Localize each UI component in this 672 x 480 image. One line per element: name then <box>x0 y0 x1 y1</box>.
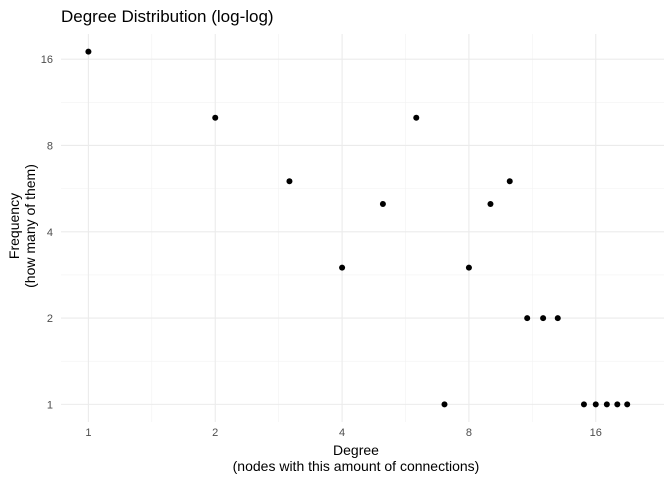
x-tick-label: 2 <box>212 427 218 439</box>
data-point <box>441 401 448 408</box>
y-tick-label: 4 <box>47 227 53 239</box>
data-point <box>339 264 346 271</box>
x-axis-sublabel: (nodes with this amount of connections) <box>233 458 480 474</box>
y-axis-sublabel: (how many of them) <box>22 164 38 288</box>
data-point <box>603 401 610 408</box>
x-tick-label: 16 <box>590 427 602 439</box>
data-point <box>85 48 92 55</box>
chart-title: Degree Distribution (log-log) <box>61 7 274 26</box>
data-point <box>614 401 621 408</box>
data-points <box>85 48 631 408</box>
x-axis-ticks: 1 2 4 8 16 <box>85 427 602 439</box>
data-point <box>540 315 547 322</box>
data-point <box>465 264 472 271</box>
x-tick-label: 4 <box>339 427 345 439</box>
y-axis-ticks: 1 2 4 8 16 <box>41 54 53 411</box>
x-axis-label: Degree <box>333 442 379 458</box>
x-tick-label: 8 <box>466 427 472 439</box>
data-point <box>624 401 631 408</box>
data-point <box>487 200 494 207</box>
data-point <box>554 315 561 322</box>
y-axis-label: Frequency <box>6 193 22 259</box>
data-point <box>379 200 386 207</box>
minor-gridlines <box>61 34 664 422</box>
data-point <box>506 178 513 185</box>
x-tick-label: 1 <box>85 427 91 439</box>
data-point <box>524 315 531 322</box>
data-point <box>413 114 420 121</box>
major-gridlines <box>61 34 664 422</box>
data-point <box>286 178 293 185</box>
data-point <box>212 114 219 121</box>
y-tick-label: 8 <box>47 140 53 152</box>
y-tick-label: 16 <box>41 54 53 66</box>
data-point <box>592 401 599 408</box>
y-tick-label: 2 <box>47 313 53 325</box>
data-point <box>580 401 587 408</box>
y-tick-label: 1 <box>47 399 53 411</box>
